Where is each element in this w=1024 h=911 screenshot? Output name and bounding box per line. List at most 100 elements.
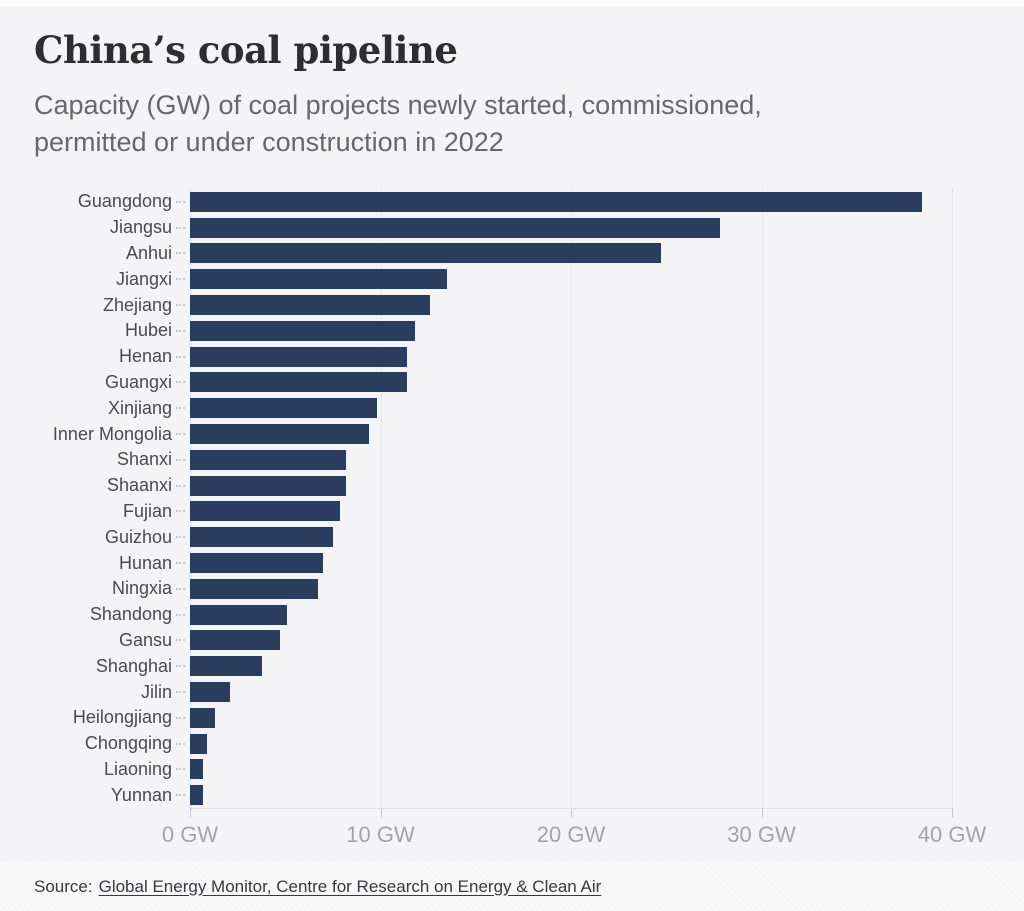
bar-row: Ningxia [0,576,1024,602]
gridline [571,188,572,808]
bar-track [190,449,952,470]
category-label: Hubei [124,320,172,341]
source-link[interactable]: Global Energy Monitor, Centre for Resear… [98,876,602,896]
bar-row: Shanxi [0,447,1024,473]
bar-row: Yunnan [0,782,1024,808]
category-label: Liaoning [103,758,172,779]
bar-row: Jilin [0,679,1024,705]
chart-subtitle-line-2: permitted or under construction in 2022 [34,127,504,157]
bar-row: Jiangxi [0,266,1024,292]
bar [190,269,448,290]
chart-subtitle-line-1: Capacity (GW) of coal projects newly sta… [34,90,762,120]
category-label: Gansu [118,629,172,650]
category-tick [176,587,185,590]
category-label: Anhui [125,242,172,263]
bar-track [190,682,952,703]
bar [190,346,408,367]
category-tick [176,536,185,539]
bar-row: Hubei [0,318,1024,344]
category-tick [176,742,185,745]
bar-track [190,785,952,806]
category-tick [176,510,185,513]
category-label: Heilongjiang [72,707,172,728]
source-prefix: Source: [34,876,93,896]
bar-track [190,243,952,264]
x-axis: 0 GW 10 GW 20 GW 30 GW 40 GW [162,808,986,854]
bar-track [190,372,952,393]
bar-chart: Guangdong Jiangsu Anhui Jiangxi Zhejiang Hube… [0,188,1024,849]
category-tick [176,433,185,436]
bar-track [190,295,952,316]
gridline [190,188,191,808]
category-tick [176,304,185,307]
category-label: Shanghai [95,655,172,676]
category-label: Yunnan [110,784,172,805]
category-tick [176,381,185,384]
axis-tick [571,808,572,817]
bar [190,449,347,470]
bar-track [190,604,952,625]
category-label: Zhejiang [102,294,172,315]
bar [190,527,333,548]
bar-row: Guizhou [0,524,1024,550]
category-label: Inner Mongolia [52,423,172,444]
bar-track [190,527,952,548]
category-label: Shaanxi [106,475,172,496]
category-tick [176,200,185,203]
axis-tick-label: 0 GW [161,822,219,847]
bar [190,424,370,445]
bar-row: Chongqing [0,731,1024,757]
category-tick [176,458,185,461]
category-label: Guangxi [104,371,172,392]
bar-row: Heilongjiang [0,705,1024,731]
category-label: Shanxi [116,449,172,470]
category-label: Jiangxi [115,268,172,289]
chart-header: China’s coal pipeline Capacity (GW) of c… [34,28,990,161]
category-label: Xinjiang [107,397,172,418]
bar [190,372,408,393]
bar [190,320,415,341]
bar-row: Hunan [0,550,1024,576]
bar-row: Shanghai [0,653,1024,679]
bar-track [190,424,952,445]
category-tick [176,252,185,255]
category-label: Shandong [89,604,172,625]
chart-subtitle: Capacity (GW) of coal projects newly sta… [34,87,990,161]
axis-tick [952,808,953,817]
bar [190,191,922,212]
bar-row: Guangdong [0,189,1024,215]
bar-row: Fujian [0,499,1024,525]
bar [190,501,341,522]
gridline [761,188,763,808]
bar-rows: Guangdong Jiangsu Anhui Jiangxi Zhejiang Hube… [0,189,1024,808]
category-label: Jilin [140,681,172,702]
category-label: Hunan [118,552,172,573]
bar-track [190,269,952,290]
bar-row: Jiangsu [0,215,1024,241]
axis-tick [761,808,763,817]
bar [190,707,215,728]
bar-row: Liaoning [0,757,1024,783]
axis-tick-label: 40 GW [917,822,987,847]
bar-track [190,707,952,728]
category-tick [176,716,185,719]
category-tick [176,665,185,668]
bar-row: Shandong [0,602,1024,628]
category-tick [176,794,185,797]
bar [190,475,347,496]
category-tick [176,278,185,281]
axis-tick-label: 20 GW [536,822,606,847]
bar-row: Zhejiang [0,292,1024,318]
bar-track [190,217,952,238]
axis-tick [380,808,382,817]
bar-track [190,398,952,419]
category-label: Ningxia [111,578,172,599]
bar [190,295,431,316]
chart-title: China’s coal pipeline [34,28,458,72]
category-label: Guangdong [77,191,172,212]
bar [190,733,208,754]
category-label: Henan [118,346,172,367]
category-tick [176,407,185,410]
bar-track [190,191,952,212]
gridlines [190,188,953,808]
